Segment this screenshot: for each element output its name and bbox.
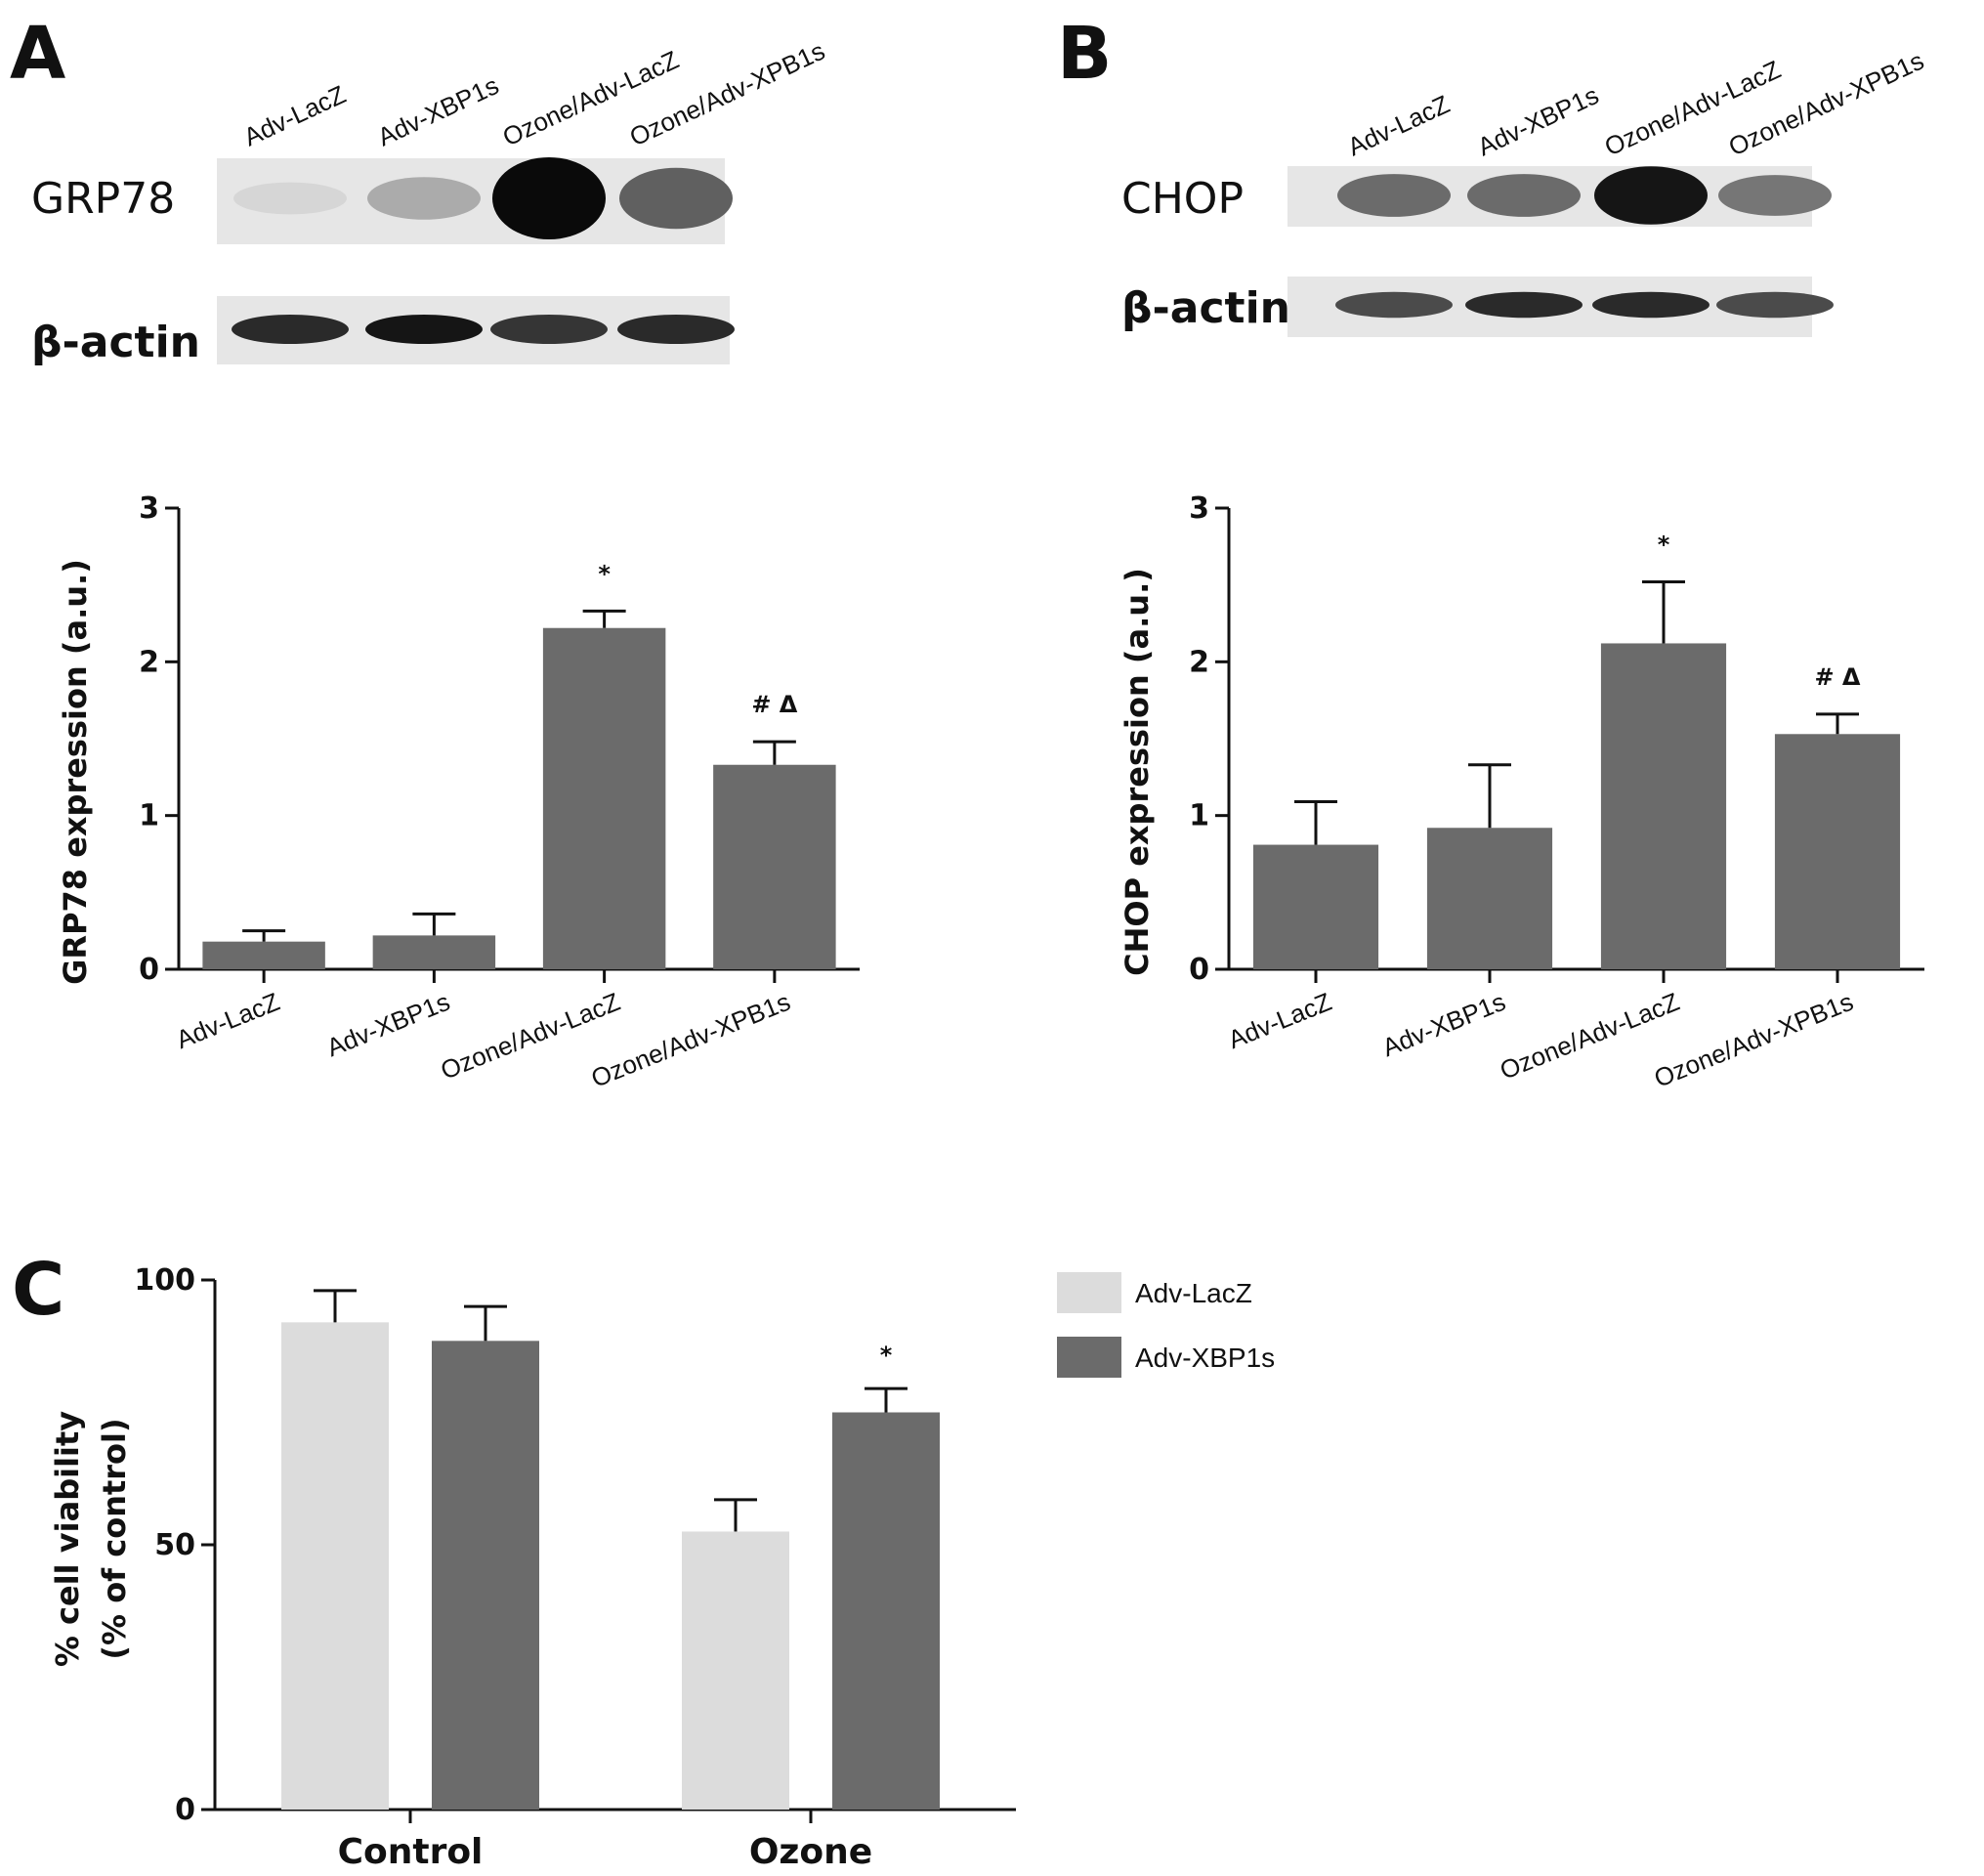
significance-marker: * [880,1342,893,1369]
chart-b-y-axis-label: CHOP expression (a.u.) [1119,568,1156,976]
chart-a: GRP78 expression (a.u.) 0 1 2 3 Adv-LacZ Adv-… [57,491,860,1093]
y-tick-label: 1 [139,799,159,833]
x-tick-label: Ozone/Adv-XPB1s [1650,987,1857,1093]
bar [1774,734,1901,969]
panel-letter-a: A [10,12,65,96]
bar [1252,844,1379,969]
blot-a-protein-band [233,182,347,215]
chart-c-legend: Adv-LacZ Adv-XBP1s [1057,1272,1275,1378]
y-tick-label: 2 [1189,645,1209,679]
blot-b-loading-band [1465,291,1583,319]
significance-marker: * [1658,532,1670,559]
blot-b-lane-labels: Adv-LacZ Adv-XBP1sOzone/Adv-LacZOzone/Adv… [1343,46,1928,162]
y-tick-label: 0 [1189,953,1209,987]
significance-marker: # Δ [1814,663,1860,691]
blot-a-loading-band [617,315,735,344]
chart-c: % cell viability (% of control) Adv-LacZ… [49,1263,1275,1872]
blot-a-lane-label: Adv-XBP1s [373,70,503,151]
legend-label: Adv-LacZ [1135,1278,1252,1308]
y-tick-label: 0 [175,1793,195,1827]
bar [682,1531,789,1810]
chart-c-y-axis-label-2: (% of control) [96,1418,133,1659]
blot-a-loading-band [365,315,483,344]
x-tick-label: Adv-LacZ [1224,987,1336,1055]
blot-b-lane-label: Adv-XBP1s [1473,80,1603,161]
y-tick-label: 0 [139,953,159,987]
blot-b-bands [1335,166,1834,319]
y-tick-label: 100 [134,1263,195,1298]
x-tick-label: Ozone [749,1832,872,1872]
blot-b-protein-band [1594,166,1708,225]
blot-a-protein-band [367,177,481,220]
bar [202,941,325,969]
legend-swatch [1057,1272,1121,1313]
x-tick-label: Adv-LacZ [172,987,284,1055]
western-blot-b: Adv-LacZ Adv-XBP1sOzone/Adv-LacZOzone/Adv… [1121,46,1928,337]
blot-b-protein-band [1718,175,1832,216]
x-tick-label: Adv-XBP1s [322,987,454,1063]
significance-marker: # Δ [751,691,797,718]
panel-letter-b: B [1057,12,1112,96]
chart-a-y-axis-label: GRP78 expression (a.u.) [57,559,94,985]
bar [832,1412,940,1810]
significance-marker: * [598,560,611,587]
legend-swatch [1057,1337,1121,1378]
panel-letter-c: C [12,1248,64,1332]
blot-a-loading-band [490,315,608,344]
bar [281,1322,389,1810]
bar [1600,643,1727,969]
western-blot-a: Adv-LacZ Adv-XBP1sOzone/Adv-LacZOzone/Adv… [31,36,829,367]
y-tick-label: 1 [1189,799,1209,833]
y-tick-label: 3 [139,491,159,526]
blot-b-loading-band [1716,291,1834,319]
blot-a-protein-band [492,157,606,239]
blot-a-protein-label: GRP78 [31,174,175,224]
y-tick-label: 3 [1189,491,1209,526]
blot-b-protein-band [1467,174,1581,217]
blot-a-lane-labels: Adv-LacZ Adv-XBP1sOzone/Adv-LacZOzone/Adv… [239,36,829,152]
bar [432,1341,539,1810]
blot-b-protein-band [1337,174,1451,217]
bar [542,627,666,969]
legend-label: Adv-XBP1s [1135,1343,1275,1373]
blot-b-protein-label: CHOP [1121,174,1244,224]
chart-b: CHOP expression (a.u.) 0 1 2 3 Adv-LacZ Adv-X… [1119,491,1924,1093]
blot-a-loading-label: β-actin [31,318,200,367]
y-tick-label: 50 [154,1528,195,1562]
blot-b-loading-band [1335,291,1453,319]
bar [1426,828,1553,969]
x-tick-label: Adv-XBP1s [1378,987,1510,1063]
blot-a-loading-band [232,315,349,344]
blot-a-bands [232,157,735,344]
y-tick-label: 2 [139,645,159,679]
blot-b-loading-band [1592,291,1710,319]
bar [372,935,496,969]
blot-b-lane-label: Adv-LacZ [1343,89,1455,161]
bar [713,764,836,969]
x-tick-label: Control [338,1832,484,1872]
blot-a-lane-label: Adv-LacZ [239,79,351,151]
blot-a-protein-band [619,167,733,230]
blot-b-loading-label: β-actin [1121,283,1290,333]
chart-c-y-axis-label: % cell viability [49,1411,86,1667]
